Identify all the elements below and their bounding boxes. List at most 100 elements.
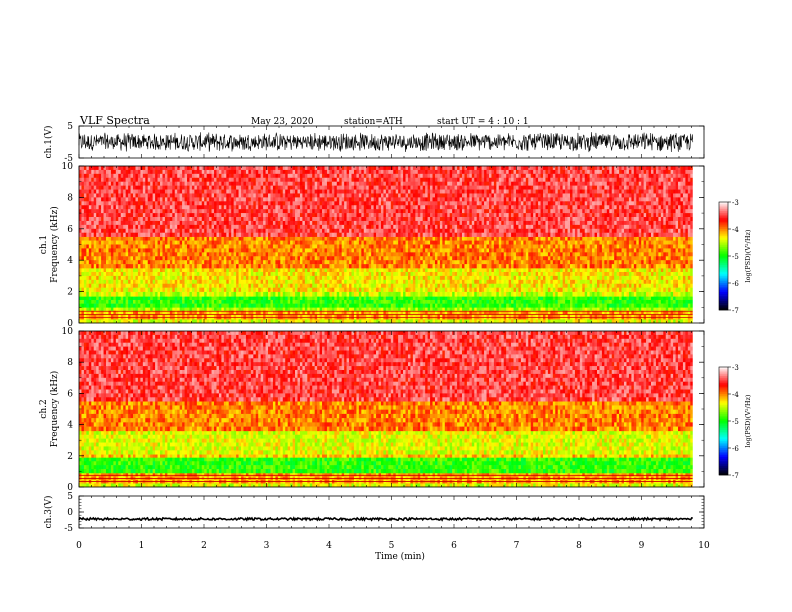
ch1-spectrogram-cell bbox=[233, 256, 237, 261]
ch1-spectrogram-cell bbox=[258, 256, 261, 261]
ch1-spectrogram-cell bbox=[272, 319, 276, 324]
ch1-spectrogram-cell bbox=[245, 256, 249, 261]
ch1-spectrogram-cell bbox=[179, 314, 183, 320]
ch1-spectrogram-cell bbox=[484, 268, 487, 273]
ch1-spectrogram-cell bbox=[474, 303, 477, 308]
ch1-spectrogram-cell bbox=[459, 291, 463, 297]
ch1-spectrogram-cell bbox=[123, 236, 126, 241]
ch1-spectrogram-cell bbox=[336, 307, 340, 311]
ch1-spectrogram-cell bbox=[574, 240, 578, 245]
ch1-spectrogram-cell bbox=[454, 319, 458, 324]
ch1-spectrogram-cell bbox=[231, 252, 234, 257]
ch1-spectrogram-cell bbox=[130, 310, 134, 316]
ch1-spectrogram-cell bbox=[268, 303, 271, 308]
ch1-spectrogram-cell bbox=[636, 310, 640, 316]
ch1-spectrogram-cell bbox=[341, 296, 345, 301]
ch1-spectrogram-cell bbox=[268, 240, 271, 245]
ch1-spectrogram-cell bbox=[373, 252, 377, 257]
ch1-spectrogram-cell bbox=[236, 303, 239, 308]
ch1-spectrogram-cell bbox=[349, 310, 352, 316]
ch1-spectrogram-cell bbox=[449, 248, 453, 253]
ch1-spectrogram-cell bbox=[113, 275, 117, 281]
ch1-spectrogram-cell bbox=[420, 296, 423, 301]
ch1-spectrogram-cell bbox=[285, 319, 288, 324]
ch1-spectrogram-cell bbox=[169, 310, 173, 316]
ch1-spectrogram-cell bbox=[120, 275, 124, 281]
ch1-spectrogram-cell bbox=[651, 291, 654, 297]
ch1-spectrogram-cell bbox=[339, 236, 342, 241]
ch1-spectrogram-cell bbox=[174, 314, 178, 320]
ch1-spectrogram-cell bbox=[491, 314, 495, 320]
ch1-spectrogram-cell bbox=[582, 268, 586, 273]
ch1-spectrogram-cell bbox=[405, 283, 409, 288]
ch1-spectrogram-cell bbox=[410, 248, 414, 253]
ch1-spectrogram-cell bbox=[326, 287, 330, 292]
ch1-spectrogram-cell bbox=[395, 244, 399, 249]
ch1-spectrogram-cell bbox=[270, 287, 274, 292]
ch1-spectrogram-cell bbox=[469, 236, 473, 241]
ch1-spectrogram-cell bbox=[118, 252, 122, 257]
ch1-spectrogram-cell bbox=[265, 303, 269, 308]
ch1-spectrogram-cell bbox=[167, 275, 171, 281]
ch1-spectrogram-cell bbox=[555, 244, 559, 249]
ch1-spectrogram-cell bbox=[690, 252, 694, 257]
ch1-spectrogram-cell bbox=[334, 236, 338, 241]
ch1-spectrogram-cell bbox=[187, 248, 190, 253]
ch1-spectrogram-cell bbox=[444, 275, 448, 281]
ch1-spectrogram-cell bbox=[643, 303, 647, 308]
ch1-spectrogram-cell bbox=[368, 296, 372, 301]
ch1-spectrogram-cell bbox=[621, 303, 625, 308]
ch1-spectrogram-cell bbox=[118, 299, 122, 304]
ch1-spectrogram-cell bbox=[636, 303, 640, 308]
ch1-spectrogram-cell bbox=[189, 319, 193, 324]
ch1-spectrogram-cell bbox=[663, 252, 667, 257]
ch1-spectrogram-cell bbox=[663, 310, 667, 316]
ch1-spectrogram-cell bbox=[155, 291, 158, 297]
ch1-spectrogram-cell bbox=[216, 240, 220, 245]
ch1-spectrogram-cell bbox=[270, 299, 274, 304]
ch1-spectrogram-cell bbox=[250, 314, 254, 320]
ch1-spectrogram-cell bbox=[383, 303, 387, 308]
ch1-spectrogram-cell bbox=[302, 248, 306, 253]
ch1-spectrogram-cell bbox=[260, 279, 264, 285]
ch1-spectrogram-cell bbox=[182, 314, 185, 320]
ch1-spectrogram-cell bbox=[115, 303, 119, 308]
ch1-spectrogram-cell bbox=[106, 240, 109, 245]
ch1-spectrogram-cell bbox=[383, 275, 387, 281]
ch1-spectrogram-cell bbox=[322, 283, 325, 288]
ch1-spectrogram-cell bbox=[655, 279, 659, 285]
ch1-spectrogram-cell bbox=[395, 252, 399, 257]
ch1-spectrogram-cell bbox=[577, 314, 581, 320]
ch1-spectrogram-cell bbox=[520, 248, 524, 253]
ch1-spectrogram-cell bbox=[422, 307, 426, 311]
ch1-spectrogram-cell bbox=[589, 244, 593, 249]
ch1-spectrogram-cell bbox=[385, 314, 389, 320]
ch1-spectrogram-cell bbox=[511, 279, 514, 285]
ch1-spectrogram-cell bbox=[344, 307, 347, 311]
ch1-spectrogram-cell bbox=[388, 279, 392, 285]
ch1-spectrogram-cell bbox=[567, 287, 571, 292]
ch1-spectrogram-cell bbox=[147, 240, 151, 245]
ch1-spectrogram-cell bbox=[344, 310, 347, 316]
ch1-spectrogram-cell bbox=[395, 271, 399, 277]
ch1-spectrogram-cell bbox=[452, 310, 455, 316]
ch1-spectrogram-cell bbox=[508, 248, 512, 253]
ch1-spectrogram-cell bbox=[496, 287, 500, 292]
ch1-spectrogram-cell bbox=[400, 271, 404, 277]
ch1-spectrogram-cell bbox=[670, 236, 674, 241]
ch1-spectrogram-cell bbox=[248, 248, 252, 253]
ch1-spectrogram-cell bbox=[597, 291, 600, 297]
ch1-spectrogram-cell bbox=[223, 299, 227, 304]
ch1-spectrogram-cell bbox=[142, 291, 146, 297]
ch1-spectrogram-cell bbox=[228, 303, 232, 308]
ch1-spectrogram-cell bbox=[280, 268, 284, 273]
ch1-spectrogram-cell bbox=[255, 299, 259, 304]
ch1-spectrogram-cell bbox=[81, 291, 85, 297]
ch1-spectrogram-cell bbox=[636, 275, 640, 281]
ch1-spectrogram-cell bbox=[118, 303, 122, 308]
ch1-spectrogram-cell bbox=[344, 256, 347, 261]
ch1-spectrogram-cell bbox=[204, 279, 207, 285]
ch1-spectrogram-cell bbox=[275, 240, 279, 245]
ch1-spectrogram-cell bbox=[410, 268, 414, 273]
ch1-spectrogram-cell bbox=[481, 236, 485, 241]
